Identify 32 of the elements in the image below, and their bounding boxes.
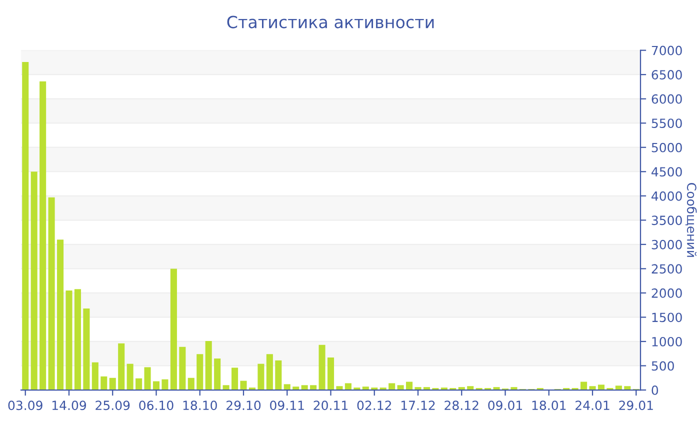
x-tick-label: 09.01	[488, 400, 522, 410]
x-tick-label: 18.01	[532, 400, 566, 410]
y-tick-label: 3000	[652, 240, 682, 250]
y-tick-label: 4500	[652, 167, 682, 177]
y-tick-label: 0	[652, 385, 658, 395]
x-tick-label: 03.09	[8, 400, 42, 410]
y-tick-label: 1500	[652, 312, 682, 322]
x-tick-label: 29.10	[226, 400, 261, 410]
y-tick-label: 6500	[652, 70, 682, 80]
x-tick-label: 18.10	[183, 400, 217, 410]
y-tick-label: 1000	[652, 336, 682, 346]
x-tick-label: 14.09	[52, 400, 86, 410]
x-tick-label: 06.10	[139, 400, 174, 410]
x-tick-label: 02.12	[357, 400, 392, 410]
x-tick-label: 25.09	[96, 400, 130, 410]
x-tick-label: 24.01	[576, 400, 610, 410]
y-tick-label: 7000	[652, 46, 682, 56]
y-axis-title: Сообщений	[685, 183, 697, 257]
y-tick-label: 2000	[652, 288, 682, 298]
y-tick-label: 3500	[652, 216, 682, 226]
x-tick-label: 17.12	[401, 400, 435, 410]
y-tick-label: 4000	[652, 191, 682, 201]
x-tick-label: 09.11	[270, 400, 304, 410]
y-tick-label: 6000	[652, 94, 682, 104]
y-tick-label: 2500	[652, 264, 682, 274]
y-tick-label: 5500	[652, 118, 682, 128]
x-tick-label: 29.01	[619, 400, 653, 410]
x-tick-label: 28.12	[444, 400, 478, 410]
x-tick-label: 20.11	[314, 400, 348, 410]
y-tick-label: 5000	[652, 142, 682, 152]
y-tick-label: 500	[652, 361, 674, 371]
chart-title: Статистика активности	[227, 16, 434, 28]
